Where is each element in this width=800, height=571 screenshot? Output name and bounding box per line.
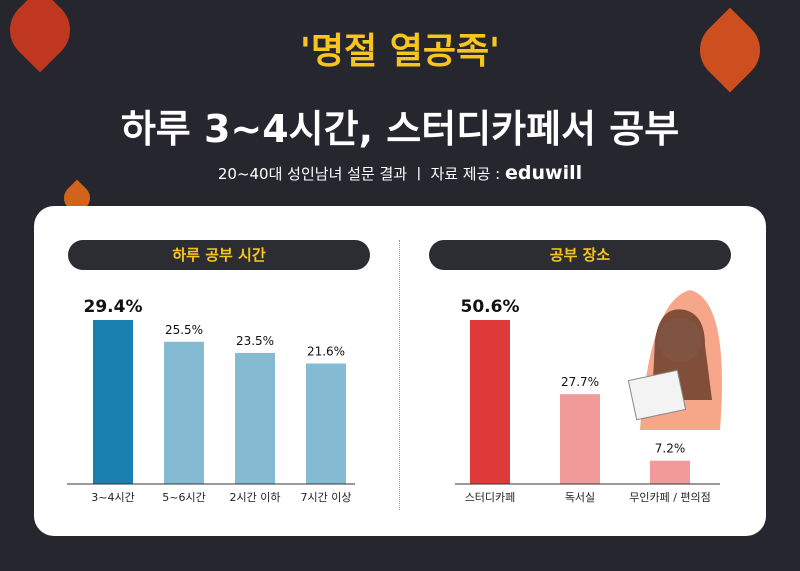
divider	[399, 240, 400, 510]
subtitle: 20~40대 성인남녀 설문 결과 ㅣ 자료 제공 : eduwill	[0, 162, 800, 184]
bar	[93, 320, 133, 484]
bar	[470, 320, 510, 484]
source-text: 20~40대 성인남녀 설문 결과 ㅣ 자료 제공 :	[217, 165, 501, 183]
headline: 하루 3~4시간, 스터디카페서 공부	[120, 107, 680, 151]
data-label: 23.5%	[236, 334, 274, 348]
data-label: 29.4%	[84, 297, 143, 317]
bar	[560, 394, 600, 484]
bar	[650, 460, 690, 484]
category-label: 7시간 이상	[301, 491, 352, 504]
category-label: 3~4시간	[91, 491, 134, 504]
bar	[306, 363, 346, 484]
brand-logo: eduwill	[505, 162, 583, 184]
data-label: 27.7%	[561, 375, 599, 389]
data-label: 21.6%	[307, 345, 345, 359]
data-label: 50.6%	[461, 297, 520, 317]
headline-quote: '명절 열공족'	[299, 31, 501, 72]
bar	[235, 352, 275, 484]
category-label: 5~6시간	[162, 491, 205, 504]
data-label: 7.2%	[655, 442, 686, 456]
category-label: 스터디카페	[465, 491, 516, 504]
category-label: 2시간 이하	[230, 490, 281, 504]
bar	[164, 341, 204, 484]
chart-title-daily-hours: 하루 공부 시간	[68, 240, 370, 270]
data-label: 25.5%	[165, 323, 203, 337]
category-label: 독서실	[565, 491, 595, 504]
chart-title-study-place: 공부 장소	[429, 240, 731, 270]
category-label: 무인카페 / 편의점	[629, 491, 711, 504]
